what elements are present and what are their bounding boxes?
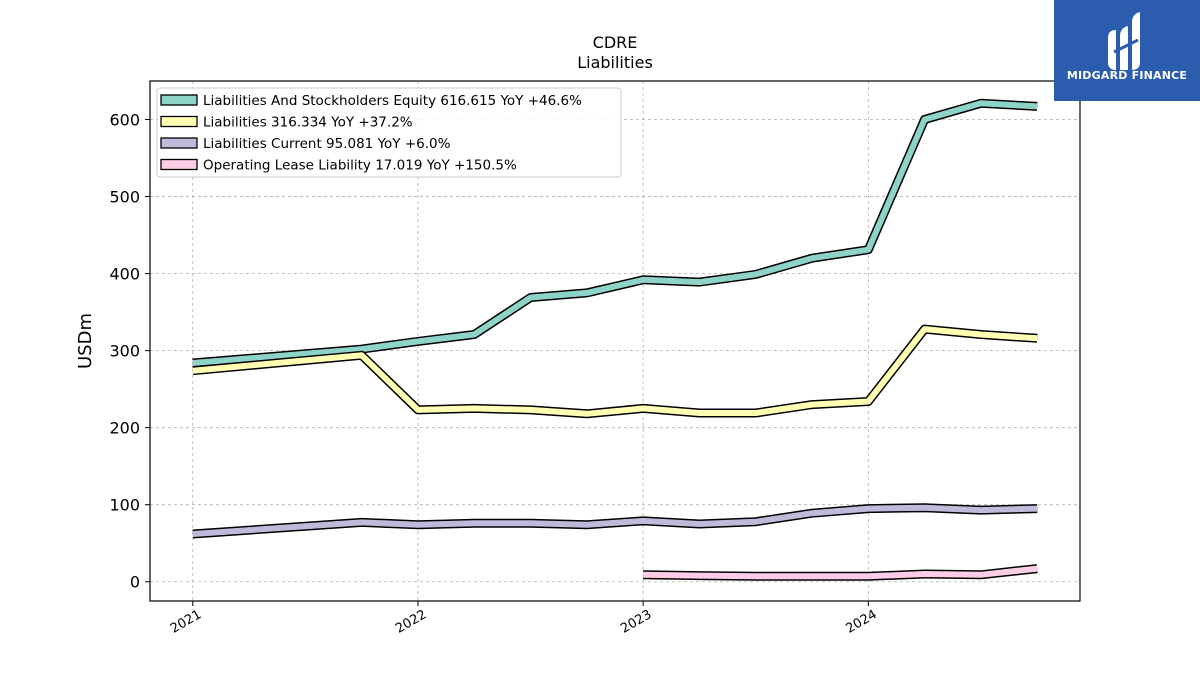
y-tick-label: 300	[109, 342, 140, 361]
y-tick-label: 100	[109, 496, 140, 515]
y-tick-label: 400	[109, 265, 140, 284]
y-tick-label: 500	[109, 188, 140, 207]
logo-mark-icon	[1108, 12, 1140, 70]
series-group	[192, 98, 1038, 581]
legend-label: Liabilities Current 95.081 YoY +6.0%	[203, 136, 451, 152]
series-line	[643, 565, 1038, 580]
legend-box	[156, 87, 622, 178]
legend: Liabilities And Stockholders Equity 616.…	[156, 87, 622, 178]
series-line	[192, 504, 1038, 537]
series-line	[192, 100, 1038, 366]
x-tick-label: 2024	[843, 607, 879, 637]
y-tick-label: 0	[130, 573, 140, 592]
plot-frame	[149, 80, 1081, 602]
y-axis-label: USDm	[75, 313, 96, 369]
x-tick-label: 2021	[168, 607, 204, 637]
logo: MIDGARD FINANCE	[1054, 0, 1200, 101]
legend-swatch	[160, 158, 198, 171]
legend-label: Liabilities And Stockholders Equity 616.…	[203, 93, 582, 109]
series-line-outline	[192, 324, 1038, 419]
legend-swatch	[160, 115, 198, 128]
x-tick-label: 2023	[618, 607, 654, 637]
legend-swatch	[160, 94, 198, 106]
logo-text: MIDGARD FINANCE	[1066, 69, 1188, 82]
legend-label: Liabilities 316.334 YoY +37.2%	[203, 115, 413, 131]
x-tick-label: 2022	[393, 607, 429, 637]
chart-subtitle: Liabilities	[577, 53, 653, 72]
legend-swatch	[160, 137, 198, 149]
y-tick-label: 600	[109, 111, 140, 130]
series-line	[192, 326, 1038, 417]
axes: 0 100 200 300 400 500 600 2021 2022 2023 2024	[109, 111, 879, 637]
y-tick-label: 200	[109, 419, 140, 438]
chart-title: CDRE	[593, 33, 638, 52]
legend-label: Operating Lease Liability 17.019 YoY +15…	[203, 158, 517, 174]
